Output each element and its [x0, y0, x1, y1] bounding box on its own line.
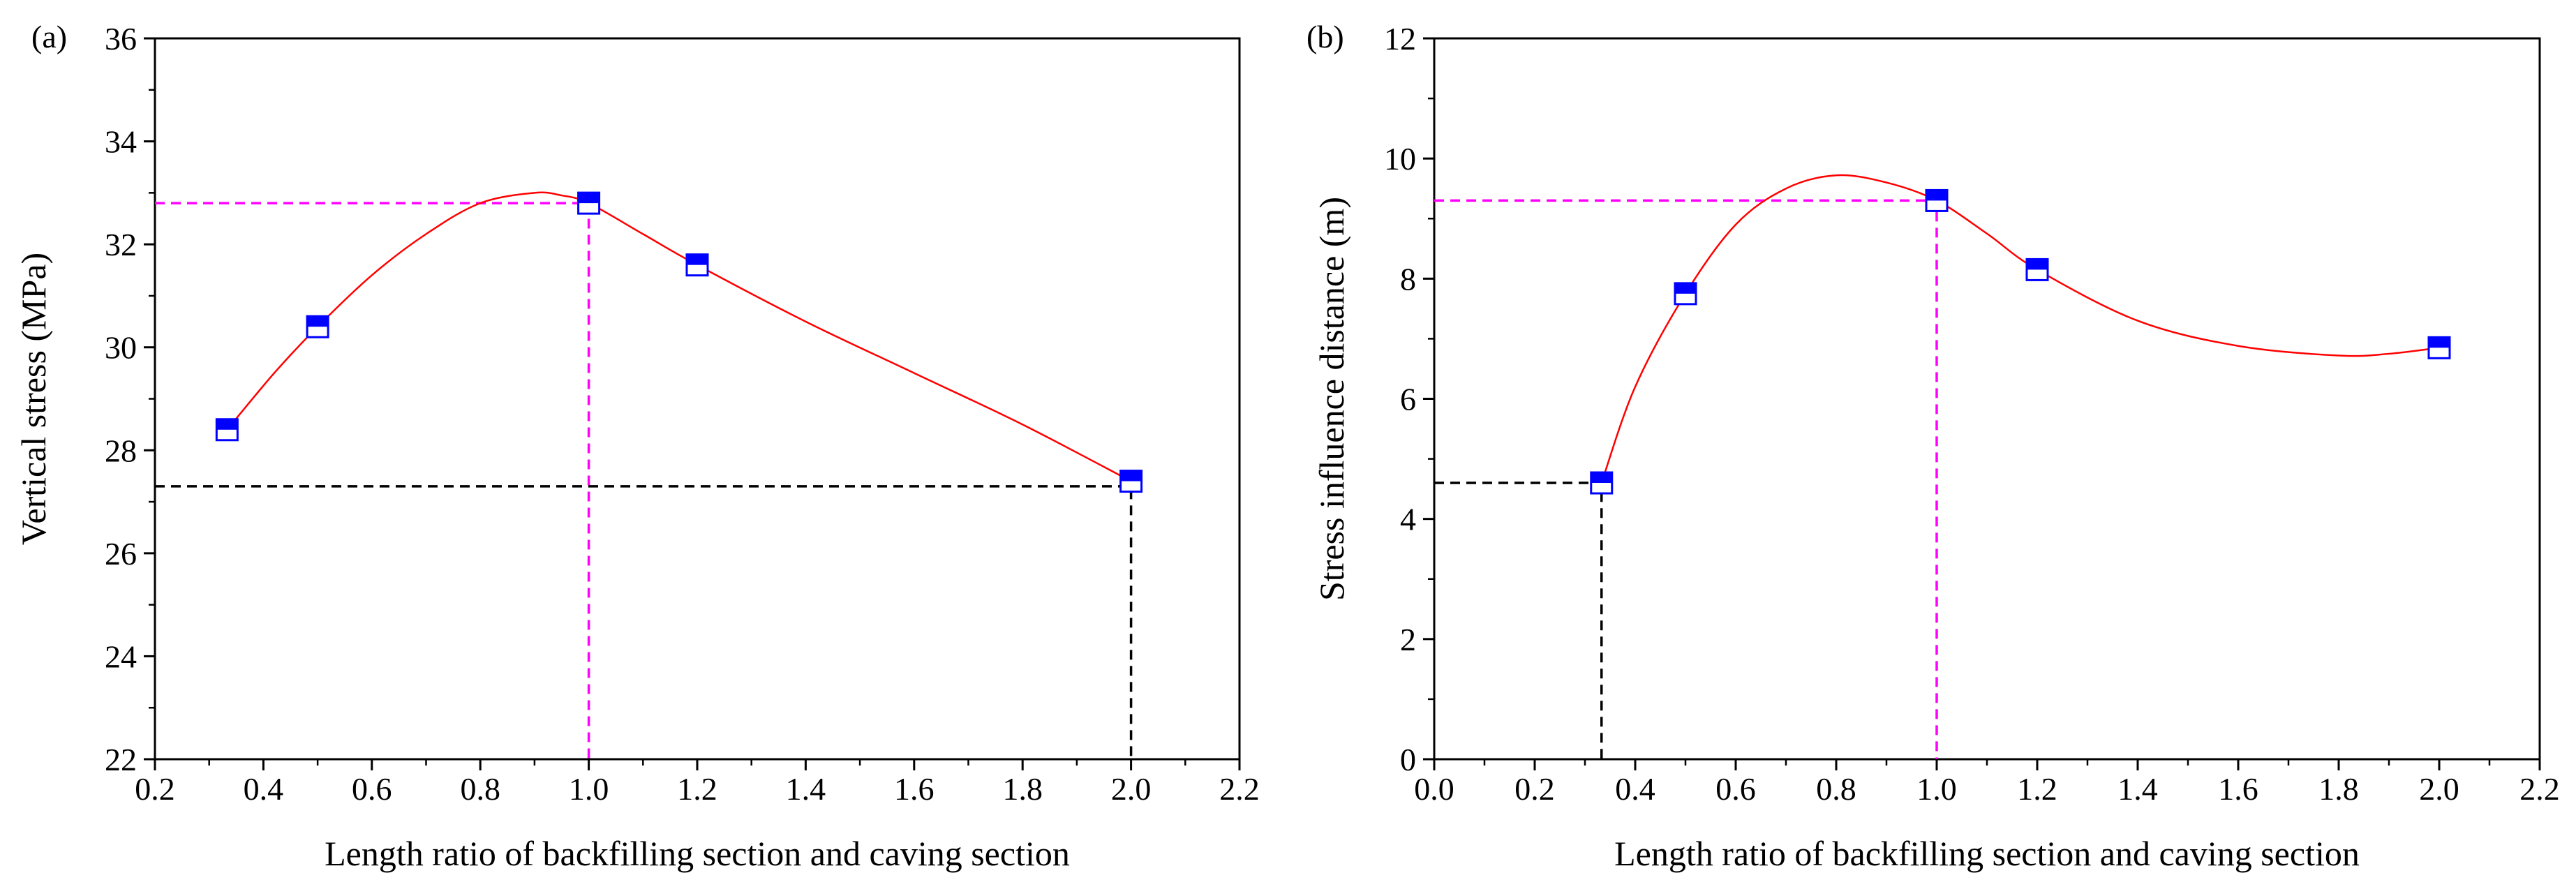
data-point-fill [2429, 337, 2450, 348]
x-tick-label: 0.6 [352, 771, 392, 807]
x-tick-label: 1.8 [2318, 771, 2359, 807]
data-point-fill [216, 419, 238, 430]
data-point [1119, 470, 1143, 493]
y-tick-label: 26 [105, 536, 137, 572]
data-point-fill [1591, 472, 1612, 484]
data-point [577, 191, 601, 215]
x-tick-label: 1.6 [2218, 771, 2258, 807]
x-tick-label: 1.6 [894, 771, 935, 807]
y-tick-label: 32 [105, 227, 137, 262]
black-reference-line [1434, 481, 1603, 759]
y-tick-label: 4 [1400, 502, 1416, 537]
x-tick-label: 2.0 [1111, 771, 1152, 807]
data-point [1674, 282, 1697, 306]
x-axis-title: Length ratio of backfilling section and … [325, 834, 1070, 873]
x-tick-label: 2.0 [2419, 771, 2459, 807]
y-tick-label: 6 [1400, 382, 1416, 417]
data-point [1925, 188, 1949, 212]
x-tick-label: 1.4 [786, 771, 826, 807]
y-tick-label: 30 [105, 330, 137, 366]
panel-label: (a) [31, 19, 67, 54]
magenta-reference-line [155, 202, 590, 759]
x-tick-label: 0.2 [1514, 771, 1555, 807]
plot-frame [154, 37, 1241, 761]
panel-a: (a) 0.2 0.4 0.6 0.8 1.0 1.2 1.4 1.6 1.8 2.0 2.2 22 24… [14, 19, 1260, 873]
data-point [2025, 257, 2049, 281]
y-tick-label: 10 [1384, 141, 1416, 177]
y-axis-title: Vertical stress (MPa) [14, 253, 53, 545]
data-point [1590, 471, 1614, 495]
x-axis-title: Length ratio of backfilling section and … [1614, 834, 2360, 873]
x-tick-label: 0.8 [460, 771, 500, 807]
y-tick-label: 2 [1400, 622, 1416, 657]
panel-label: (b) [1306, 19, 1344, 54]
data-point-fill [1675, 283, 1696, 294]
fit-curve [226, 191, 1132, 482]
data-point-fill [578, 193, 600, 204]
x-tick-label: 0.2 [135, 771, 175, 807]
y-tick-label: 34 [105, 124, 137, 160]
x-tick-label: 0.6 [1715, 771, 1756, 807]
data-point-fill [687, 254, 708, 265]
y-tick-label: 36 [105, 21, 137, 57]
x-tick-label: 1.0 [1916, 771, 1957, 807]
data-point [685, 253, 709, 277]
fit-curve [1600, 174, 2440, 484]
x-tick-label: 1.0 [569, 771, 609, 807]
y-axis-title: Stress influence distance (m) [1312, 197, 1351, 601]
x-tick-label: 0.4 [244, 771, 284, 807]
data-point-fill [2027, 259, 2048, 270]
plot-frame [1433, 37, 2541, 761]
x-tick-label: 0.8 [1816, 771, 1856, 807]
x-tick-label: 1.4 [2117, 771, 2158, 807]
x-tick-label: 1.8 [1002, 771, 1043, 807]
y-tick-label: 0 [1400, 742, 1416, 777]
x-tick-label: 2.2 [1219, 771, 1260, 807]
y-tick-label: 22 [105, 742, 137, 777]
data-point-fill [1926, 190, 1947, 201]
x-tick-label: 1.2 [2017, 771, 2057, 807]
y-tick-label: 24 [105, 639, 137, 674]
data-point [215, 418, 239, 442]
data-point-fill [1120, 470, 1142, 481]
y-tick-label: 8 [1400, 261, 1416, 297]
y-tick-label: 28 [105, 433, 137, 468]
x-tick-label: 0.0 [1414, 771, 1454, 807]
x-tick-label: 1.2 [677, 771, 717, 807]
data-point-fill [307, 316, 329, 327]
x-tick-label: 0.4 [1615, 771, 1655, 807]
data-point [306, 315, 329, 338]
panel-b: (b) 0.0 0.2 0.4 0.6 0.8 1.0 1.2 1.4 1.6 1.8 2.0 2.2 0… [1306, 19, 2560, 873]
x-tick-label: 2.2 [2519, 771, 2560, 807]
y-tick-label: 12 [1384, 21, 1416, 57]
black-reference-line [155, 485, 1133, 759]
data-point [2427, 336, 2451, 359]
